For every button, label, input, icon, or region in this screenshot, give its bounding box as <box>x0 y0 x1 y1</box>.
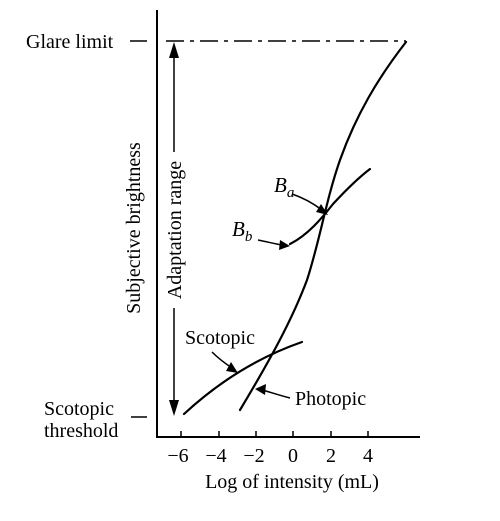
bb-pointer-arrow <box>257 239 283 246</box>
ba-pointer-arrowhead <box>316 204 328 215</box>
adaptation-arrow-up-head <box>169 42 179 58</box>
photopic-curve <box>238 40 408 412</box>
scotopic-curve <box>182 340 304 416</box>
y-axis-label: Subjective brightness <box>123 142 145 314</box>
curves <box>182 40 408 416</box>
glare-limit-label: Glare limit <box>26 31 114 53</box>
photopic-pointer-arrowhead <box>255 384 266 395</box>
photopic-curve-label: Photopic <box>295 388 366 410</box>
x-tick-label: −2 <box>243 445 264 467</box>
x-tick-label: 4 <box>363 445 373 467</box>
scotopic-threshold-label-line2: threshold <box>44 420 118 442</box>
x-tick-label: −4 <box>205 445 226 467</box>
ba-label-sub: a <box>287 185 295 201</box>
bb-pointer-arrowhead <box>279 240 290 250</box>
x-tick-marks <box>180 431 369 437</box>
plot-frame <box>156 10 420 438</box>
x-axis-label: Log of intensity (mL) <box>205 471 379 493</box>
photopic-pointer-arrow <box>261 389 291 399</box>
ba-bb-curve <box>288 167 372 246</box>
bb-label-sub: b <box>245 229 253 245</box>
adaptation-range-arrow <box>169 42 179 416</box>
scotopic-curve-label: Scotopic <box>185 327 255 349</box>
bb-label: Bb <box>232 217 253 245</box>
ba-label-main: B <box>274 173 287 197</box>
scotopic-threshold-label-line1: Scotopic <box>44 398 114 420</box>
ba-label: Ba <box>274 173 294 201</box>
x-tick-labels: −6 −4 −2 0 2 4 <box>167 445 373 467</box>
x-tick-label: −6 <box>167 445 188 467</box>
bb-label-main: B <box>232 217 245 241</box>
ba-pointer-arrow <box>291 193 323 211</box>
x-tick-label: 2 <box>326 445 336 467</box>
x-tick-label: 0 <box>288 445 298 467</box>
adaptation-arrow-down-head <box>169 400 179 416</box>
scotopic-pointer-arrowhead <box>226 362 238 373</box>
adaptation-range-label: Adaptation range <box>164 161 186 299</box>
